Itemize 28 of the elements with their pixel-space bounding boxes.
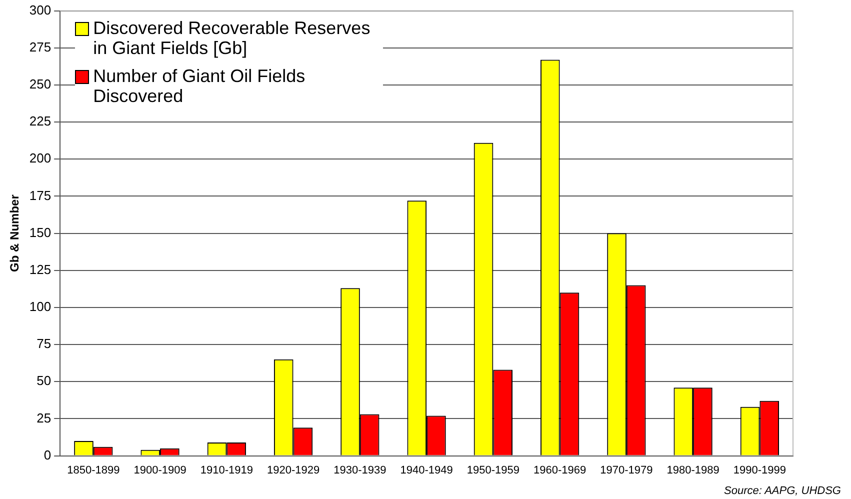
y-tick-label: 250	[29, 76, 52, 92]
y-axis-title: Gb & Number	[8, 194, 22, 272]
y-tick-label: 125	[29, 262, 52, 277]
x-tick-label: 1970-1979	[600, 464, 653, 476]
y-tick-label: 50	[36, 373, 52, 388]
y-tick-label: 175	[29, 188, 52, 203]
x-tick-label: 1940-1949	[400, 464, 453, 476]
x-tick-label: 1920-1929	[266, 464, 320, 476]
y-tick-label: 0	[44, 447, 52, 462]
x-tick-label: 1910-1919	[200, 464, 253, 476]
legend-label: Number of Giant Oil Fields Discovered	[93, 66, 306, 106]
x-tick-label: 1950-1959	[466, 464, 520, 476]
x-tick-label: 1930-1939	[334, 464, 386, 476]
source-note: Source: AAPG, UHDSG	[724, 485, 841, 497]
y-tick-label: 150	[29, 224, 52, 240]
y-tick-label: 300	[29, 2, 52, 18]
x-tick-label: 1980-1989	[666, 464, 720, 476]
y-tick-label: 100	[29, 299, 52, 314]
legend-label: Discovered Recoverable Reserves in Giant Fields [Gb]	[93, 18, 372, 58]
x-tick-label: 1900-1909	[134, 464, 186, 476]
y-tick-label: 200	[29, 150, 52, 166]
x-tick-label: 1850-1899	[67, 464, 120, 476]
x-tick-label: 1960-1969	[533, 464, 586, 476]
y-tick-label: 275	[29, 39, 52, 54]
y-tick-label: 25	[36, 410, 52, 426]
x-tick-label: 1990-1999	[733, 464, 786, 476]
y-tick-label: 75	[36, 336, 52, 352]
y-tick-label: 225	[29, 114, 52, 129]
